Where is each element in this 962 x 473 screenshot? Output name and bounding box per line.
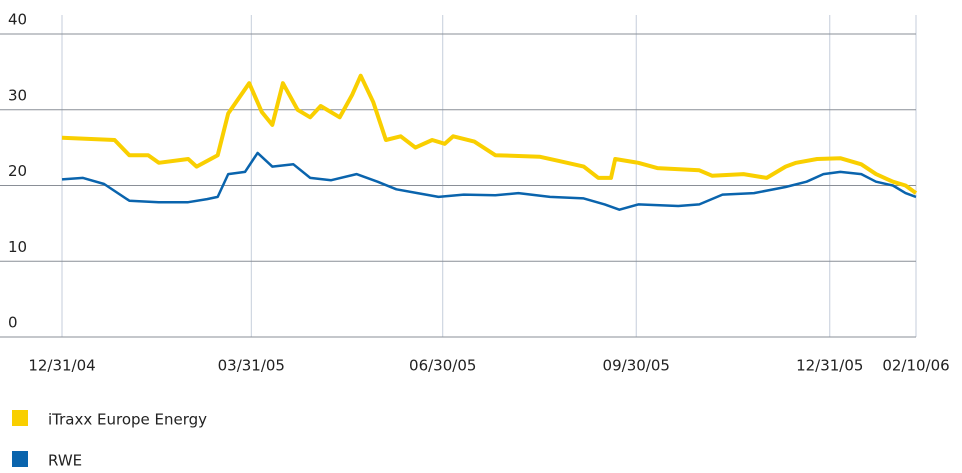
x-tick-label: 06/30/05 (409, 357, 476, 375)
series-line (61, 73, 918, 195)
legend-label: RWE (48, 452, 82, 470)
x-tick-label: 03/31/05 (218, 357, 285, 375)
x-tick-label: 12/31/04 (28, 357, 95, 375)
y-tick-label: 20 (8, 162, 27, 180)
x-tick-label: 02/10/06 (882, 357, 949, 375)
x-tick-label: 12/31/05 (796, 357, 863, 375)
y-tick-label: 40 (8, 11, 27, 29)
y-tick-label: 0 (8, 314, 18, 332)
legend-label: iTraxx Europe Energy (48, 411, 207, 429)
legend-swatch (12, 410, 28, 426)
legend-swatch (12, 451, 28, 467)
series-line (61, 151, 917, 211)
y-tick-label: 30 (8, 86, 27, 104)
y-tick-label: 10 (8, 238, 27, 256)
x-tick-label: 09/30/05 (603, 357, 670, 375)
